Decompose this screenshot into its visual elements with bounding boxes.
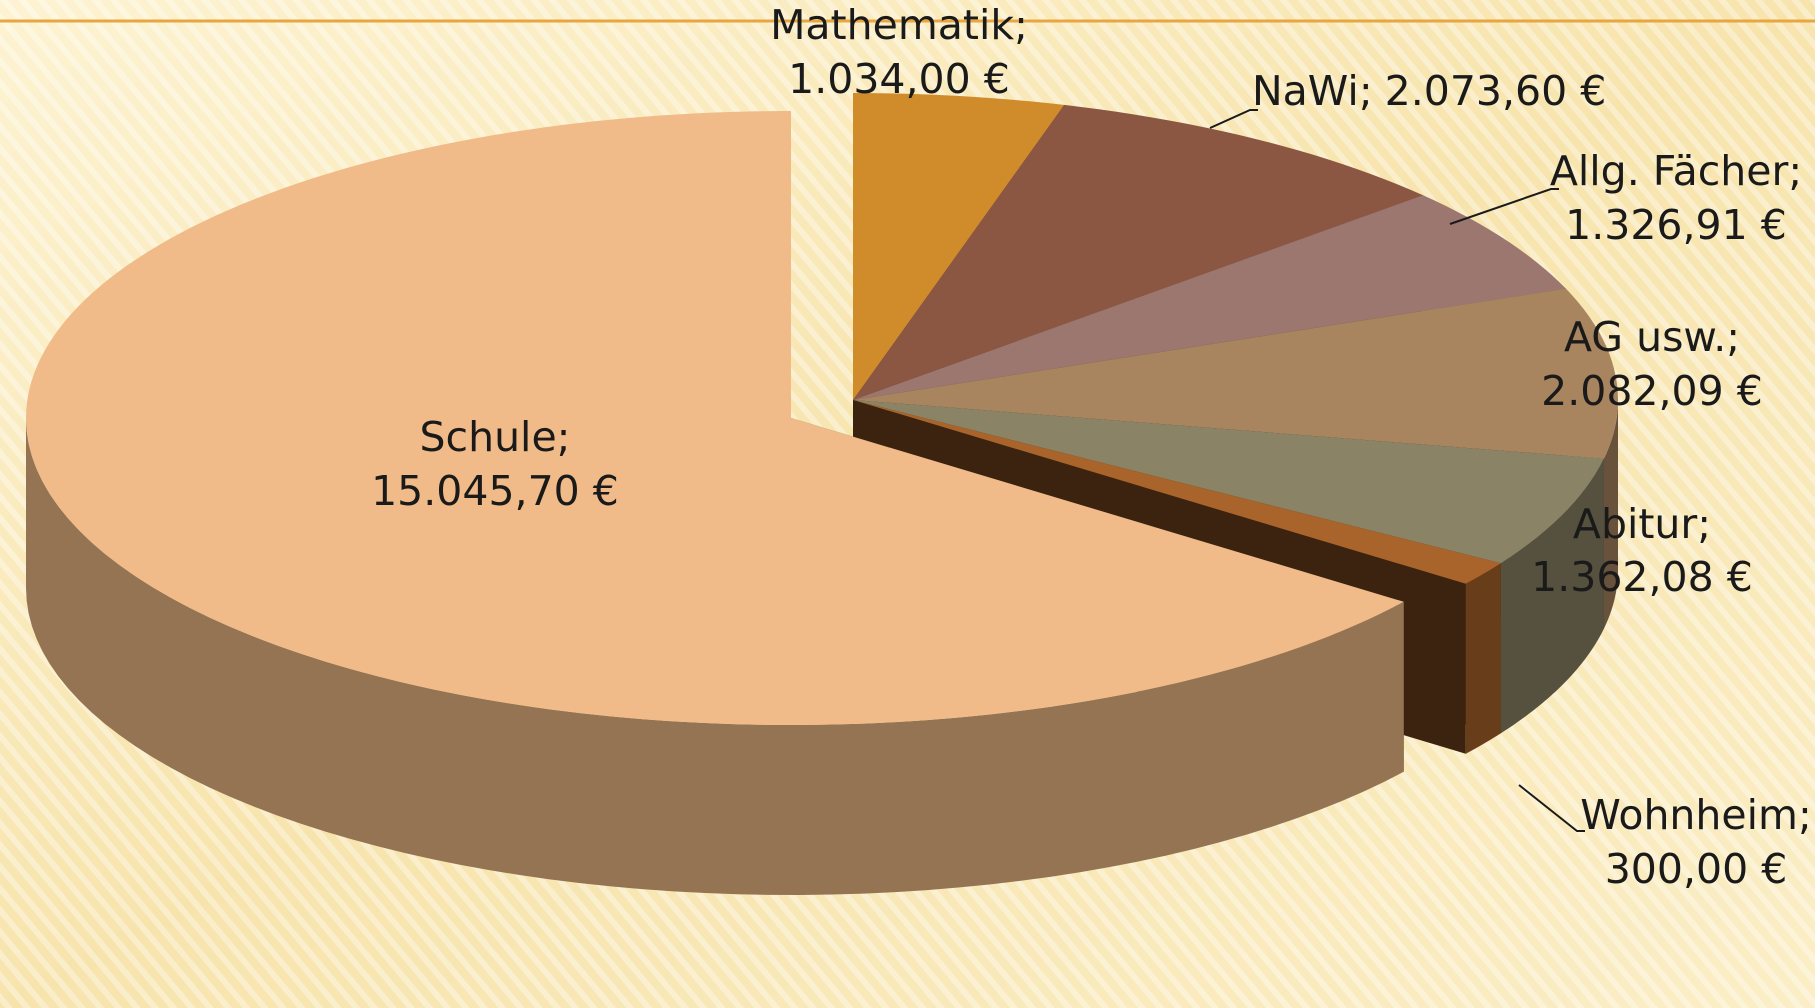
- leader-line: [1449, 188, 1559, 225]
- slice-side: [1603, 400, 1618, 629]
- value-label: 15.045,70 €: [371, 467, 619, 515]
- labels: Mathematik; 1.034,00 € NaWi; 2.073,60 € Allg…: [371, 1, 1812, 893]
- slice: [26, 111, 1404, 725]
- value-label: 2.082,09 €: [1541, 367, 1763, 415]
- category-label: Allg. Fächer;: [1550, 147, 1802, 195]
- leader-line: [1518, 784, 1585, 832]
- leader-line: [1209, 109, 1258, 129]
- pie: [26, 93, 1618, 895]
- data-label: NaWi; 2.073,60 €: [1252, 67, 1606, 115]
- slice-side: [1500, 458, 1604, 734]
- slice-side: [26, 418, 1404, 895]
- category-label: Schule;: [420, 413, 571, 461]
- category-label: Abitur;: [1573, 500, 1711, 548]
- value-label: 1.034,00 €: [788, 55, 1010, 103]
- category-label: Mathematik;: [770, 1, 1028, 49]
- value-label: 1.362,08 €: [1531, 553, 1753, 601]
- slice-side: [1465, 563, 1501, 754]
- slice: [853, 104, 1424, 401]
- slice: [853, 93, 1065, 400]
- category-label: AG usw.;: [1564, 313, 1740, 361]
- value-label: 1.326,91 €: [1565, 201, 1787, 249]
- value-label: 300,00 €: [1605, 845, 1788, 893]
- slice: [853, 195, 1566, 400]
- slice: [853, 400, 1604, 564]
- slice: [853, 400, 1501, 584]
- category-label: Wohnheim;: [1580, 791, 1812, 839]
- category-label: NaWi;: [1252, 67, 1373, 115]
- value-label: 2.073,60 €: [1385, 67, 1607, 115]
- slice: [853, 288, 1618, 459]
